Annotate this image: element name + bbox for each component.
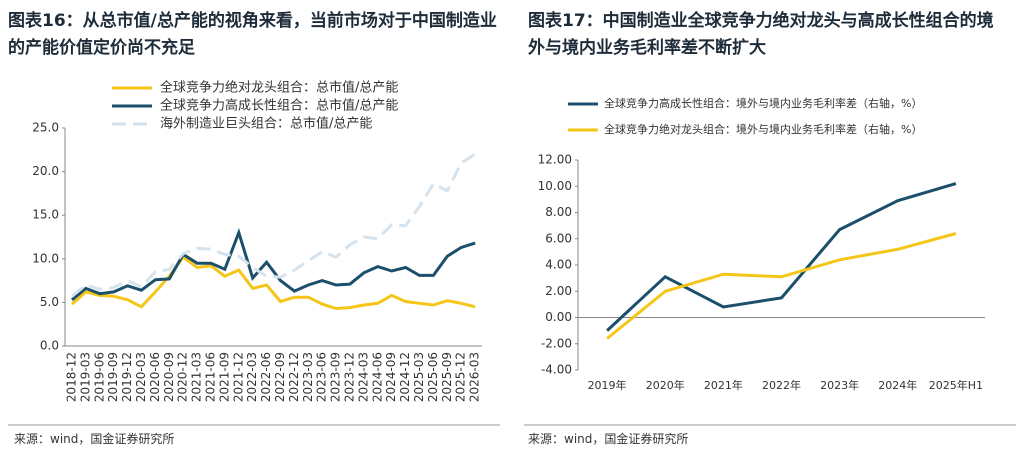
x-tick-label: 2020-03: [134, 352, 148, 402]
x-tick-label: 2018-12: [64, 352, 78, 402]
source-note: 来源：wind，国金证券研究所: [14, 432, 175, 446]
series-line: [71, 254, 476, 311]
x-tick-label: 2025-06: [426, 352, 440, 402]
legend-label: 全球竞争力高成长性组合：总市值/总产能: [160, 98, 398, 114]
x-tick-label: 2021-06: [203, 352, 217, 402]
x-tick-label: 2021-09: [217, 352, 231, 402]
x-tick-label: 2019-03: [78, 352, 92, 402]
x-tick-label: 2021-03: [190, 352, 204, 402]
chart-title: 图表16：从总市值/总产能的视角来看，当前市场对于中国制造业的产能价值定价尚不充…: [8, 11, 497, 58]
x-tick-label: 2022-09: [273, 352, 287, 402]
series-line: [606, 232, 957, 340]
chart-title: 图表17：中国制造业全球竞争力绝对龙头与高成长性组合的境外与境内业务毛利率差不断…: [528, 11, 994, 58]
y-tick-label: -4.00: [541, 363, 572, 377]
x-tick-label: 2025-03: [412, 352, 426, 402]
x-tick-label: 2024年: [878, 378, 917, 392]
legend-label: 全球竞争力绝对龙头组合：总市值/总产能: [160, 80, 398, 96]
y-tick-label: 0.0: [40, 339, 59, 353]
x-tick-label: 2023-03: [301, 352, 315, 402]
x-tick-label: 2022-03: [245, 352, 259, 402]
x-tick-label: 2022-06: [259, 352, 273, 402]
series-line: [71, 227, 476, 301]
source-note: 来源：wind，国金证券研究所: [528, 432, 689, 446]
x-tick-label: 2019年: [588, 378, 627, 392]
x-tick-label: 2026-03: [468, 352, 482, 402]
y-tick-label: 10.00: [538, 179, 572, 193]
x-tick-label: 2024-12: [398, 352, 412, 402]
x-tick-label: 2023-06: [315, 352, 329, 402]
y-tick-label: 12.00: [538, 153, 572, 167]
x-tick-label: 2022年: [762, 378, 801, 392]
x-tick-label: 2023年: [820, 378, 859, 392]
x-tick-label: 2019-09: [106, 352, 120, 402]
x-tick-label: 2019-06: [92, 352, 106, 402]
series-line: [606, 182, 957, 332]
x-tick-label: 2020-12: [176, 352, 190, 402]
x-tick-label: 2025年H1: [929, 378, 983, 392]
x-tick-label: 2024-03: [356, 352, 370, 402]
x-tick-label: 2019-12: [120, 352, 134, 402]
y-tick-label: -2.00: [541, 336, 572, 350]
legend-label: 全球竞争力高成长性组合：境外与境内业务毛利率差（右轴，%）: [604, 96, 922, 110]
x-tick-label: 2023-09: [329, 352, 343, 402]
y-tick-label: 20.0: [32, 164, 59, 178]
x-tick-label: 2024-06: [370, 352, 384, 402]
x-tick-label: 2024-09: [384, 352, 398, 402]
y-tick-label: 25.0: [32, 121, 59, 135]
y-tick-label: 2.00: [545, 284, 572, 298]
y-tick-label: 4.00: [545, 258, 572, 272]
y-tick-label: 0.00: [545, 310, 572, 324]
y-tick-label: 6.00: [545, 231, 572, 245]
x-tick-label: 2023-12: [342, 352, 356, 402]
x-tick-label: 2020年: [646, 378, 685, 392]
y-tick-label: 5.0: [40, 295, 59, 309]
x-tick-label: 2021-12: [231, 352, 245, 402]
y-tick-label: 8.00: [545, 205, 572, 219]
x-tick-label: 2022-12: [287, 352, 301, 402]
x-tick-label: 2025-12: [454, 352, 468, 402]
y-tick-label: 15.0: [32, 208, 59, 222]
y-tick-label: 10.0: [32, 251, 59, 265]
legend-label: 海外制造业巨头组合：总市值/总产能: [160, 116, 372, 132]
series-line: [71, 152, 476, 298]
x-tick-label: 2021年: [704, 378, 743, 392]
x-tick-label: 2025-09: [440, 352, 454, 402]
x-tick-label: 2020-09: [162, 352, 176, 402]
legend-label: 全球竞争力绝对龙头组合：境外与境内业务毛利率差（右轴，%）: [604, 122, 922, 136]
x-tick-label: 2020-06: [148, 352, 162, 402]
